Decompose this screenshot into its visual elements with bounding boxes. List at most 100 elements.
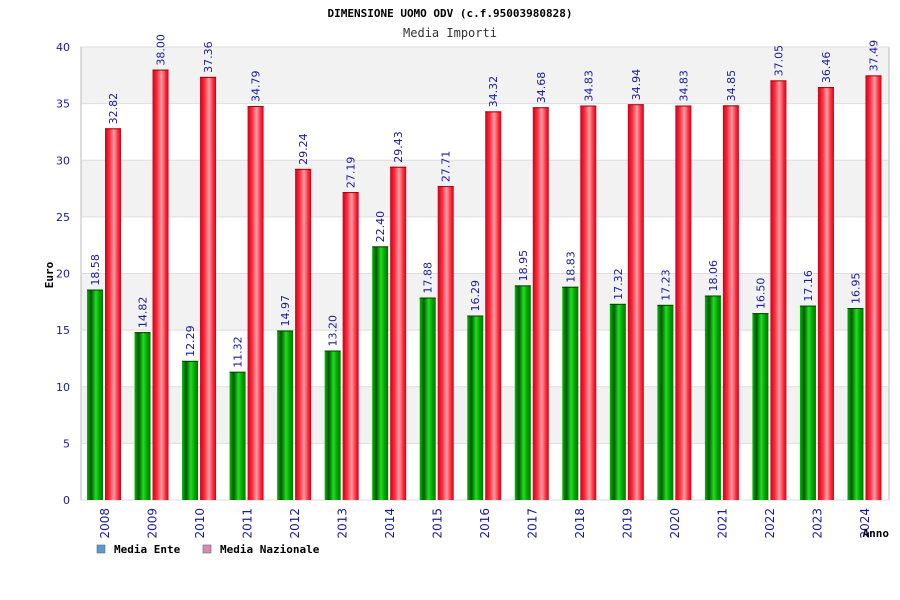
y-tick-label: 35: [56, 98, 70, 111]
bar-value-label: 36.46: [820, 52, 833, 84]
bar-media-nazionale: [580, 105, 597, 501]
bar-value-label: 17.32: [612, 268, 625, 300]
bar-media-ente: [609, 303, 626, 500]
x-tick-label: 2024: [858, 508, 872, 539]
bar-media-nazionale: [675, 105, 692, 501]
bar-value-label: 34.32: [487, 76, 500, 108]
bar-value-label: 34.68: [535, 72, 548, 104]
bar-value-label: 27.19: [345, 157, 358, 189]
bar-media-nazionale: [152, 69, 169, 501]
bar-value-label: 17.23: [659, 269, 672, 301]
bar-media-nazionale: [247, 106, 264, 501]
bar-value-label: 22.40: [374, 211, 387, 243]
y-tick-label: 40: [56, 41, 70, 54]
bar-media-nazionale: [485, 111, 502, 501]
bar-media-nazionale: [532, 107, 549, 501]
bar-value-label: 27.71: [440, 151, 453, 183]
x-tick-label: 2012: [288, 508, 302, 539]
bar-media-ente: [182, 360, 199, 500]
bar-media-ente: [467, 315, 484, 500]
bar-media-ente: [799, 305, 816, 500]
x-tick-label: 2015: [430, 508, 444, 539]
y-tick-label: 30: [56, 154, 70, 167]
bar-media-ente: [87, 289, 103, 500]
bar-media-ente: [704, 295, 721, 500]
x-tick-label: 2020: [668, 508, 682, 539]
bar-media-ente: [562, 286, 579, 500]
x-tick-label: 2019: [621, 508, 635, 539]
bar-value-label: 34.85: [725, 70, 738, 102]
y-tick-label: 20: [56, 268, 70, 281]
x-tick-label: 2010: [193, 508, 207, 539]
bar-value-label: 34.83: [582, 70, 595, 102]
bar-value-label: 18.58: [89, 254, 102, 286]
bar-media-nazionale: [817, 87, 834, 500]
x-tick-label: 2014: [383, 508, 397, 539]
chart-subtitle: Media Importi: [403, 26, 497, 40]
y-tick-label: 10: [56, 381, 70, 394]
x-axis-ticks: 2008 2009 2010 2011 2012 2013 2014 2015 2016 2017…: [98, 508, 872, 539]
legend-swatch-media-nazionale: [202, 544, 212, 554]
x-tick-label: 2011: [240, 508, 254, 539]
bar-value-label: 37.49: [867, 40, 880, 72]
bar-value-label: 12.29: [184, 325, 197, 357]
bar-media-ente: [847, 308, 864, 500]
x-tick-label: 2021: [716, 508, 730, 539]
bar-value-label: 16.50: [754, 278, 767, 310]
bar-value-label: 14.97: [279, 295, 292, 327]
bar-media-nazionale: [342, 192, 359, 501]
bar-value-label: 14.82: [137, 297, 150, 329]
y-tick-label: 5: [63, 437, 70, 450]
bar-media-nazionale: [627, 104, 644, 500]
bar-value-label: 18.06: [707, 260, 720, 292]
bar-media-ente: [514, 285, 531, 500]
x-tick-label: 2009: [145, 508, 159, 539]
bar-media-ente: [134, 332, 151, 500]
y-axis-ticks: 0 5 10 15 20 25 30 35 40: [56, 41, 70, 507]
bar-media-nazionale: [722, 105, 739, 500]
bar-value-label: 29.24: [297, 133, 310, 165]
bar-value-label: 18.95: [517, 250, 530, 282]
bar-value-label: 32.82: [107, 93, 120, 125]
y-axis-label: Euro: [43, 261, 56, 288]
bar-value-label: 13.20: [327, 315, 340, 347]
bar-value-label: 29.43: [392, 131, 405, 163]
chart-title: DIMENSIONE UOMO ODV (c.f.95003980828): [327, 7, 572, 20]
legend-label-media-nazionale: Media Nazionale: [220, 543, 320, 556]
bar-media-nazionale: [865, 75, 882, 500]
bar-media-nazionale: [390, 166, 407, 500]
bar-value-label: 16.29: [469, 280, 482, 312]
bar-media-ente: [324, 350, 341, 500]
x-tick-label: 2023: [811, 508, 825, 539]
x-tick-label: 2018: [573, 508, 587, 539]
bar-value-label: 16.95: [849, 273, 862, 305]
y-tick-label: 25: [56, 211, 70, 224]
bar-labels: 18.58 32.82 14.82 38.00 12.29 37.36 11.32 34.79…: [89, 34, 880, 368]
x-tick-label: 2008: [98, 508, 112, 539]
x-tick-label: 2017: [526, 508, 540, 539]
bar-media-nazionale: [437, 186, 454, 500]
bar-value-label: 38.00: [155, 34, 168, 66]
bar-media-nazionale: [770, 80, 787, 500]
bar-media-nazionale: [105, 128, 121, 500]
bar-value-label: 37.36: [202, 41, 215, 73]
x-axis-label: Anno: [863, 527, 890, 540]
bar-media-nazionale: [295, 168, 312, 500]
bar-media-ente: [229, 371, 246, 500]
legend: Media Ente Media Nazionale: [96, 543, 320, 556]
bar-value-label: 34.94: [630, 69, 643, 101]
y-tick-label: 15: [56, 324, 70, 337]
bar-value-label: 17.88: [422, 262, 435, 294]
bar-value-label: 34.79: [250, 71, 263, 103]
bar-value-label: 17.16: [802, 270, 815, 302]
bar-value-label: 11.32: [232, 336, 245, 368]
bar-value-label: 34.83: [677, 70, 690, 102]
bar-media-ente: [419, 297, 436, 500]
bar-media-ente: [752, 313, 769, 500]
x-tick-label: 2022: [763, 508, 777, 539]
bar-media-ente: [657, 304, 674, 500]
bar-media-ente: [277, 330, 294, 500]
x-tick-label: 2016: [478, 508, 492, 539]
legend-label-media-ente: Media Ente: [114, 543, 181, 556]
